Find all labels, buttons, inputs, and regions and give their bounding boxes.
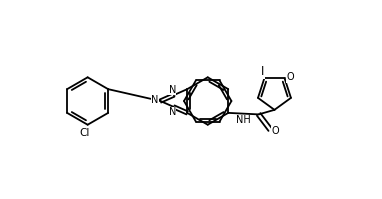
Text: N: N <box>168 85 176 95</box>
Text: O: O <box>271 126 279 136</box>
Text: I: I <box>261 65 264 78</box>
Text: N: N <box>151 95 159 105</box>
Text: O: O <box>286 72 294 82</box>
Text: Cl: Cl <box>79 128 90 138</box>
Text: N: N <box>168 107 176 117</box>
Text: NH: NH <box>236 115 251 125</box>
